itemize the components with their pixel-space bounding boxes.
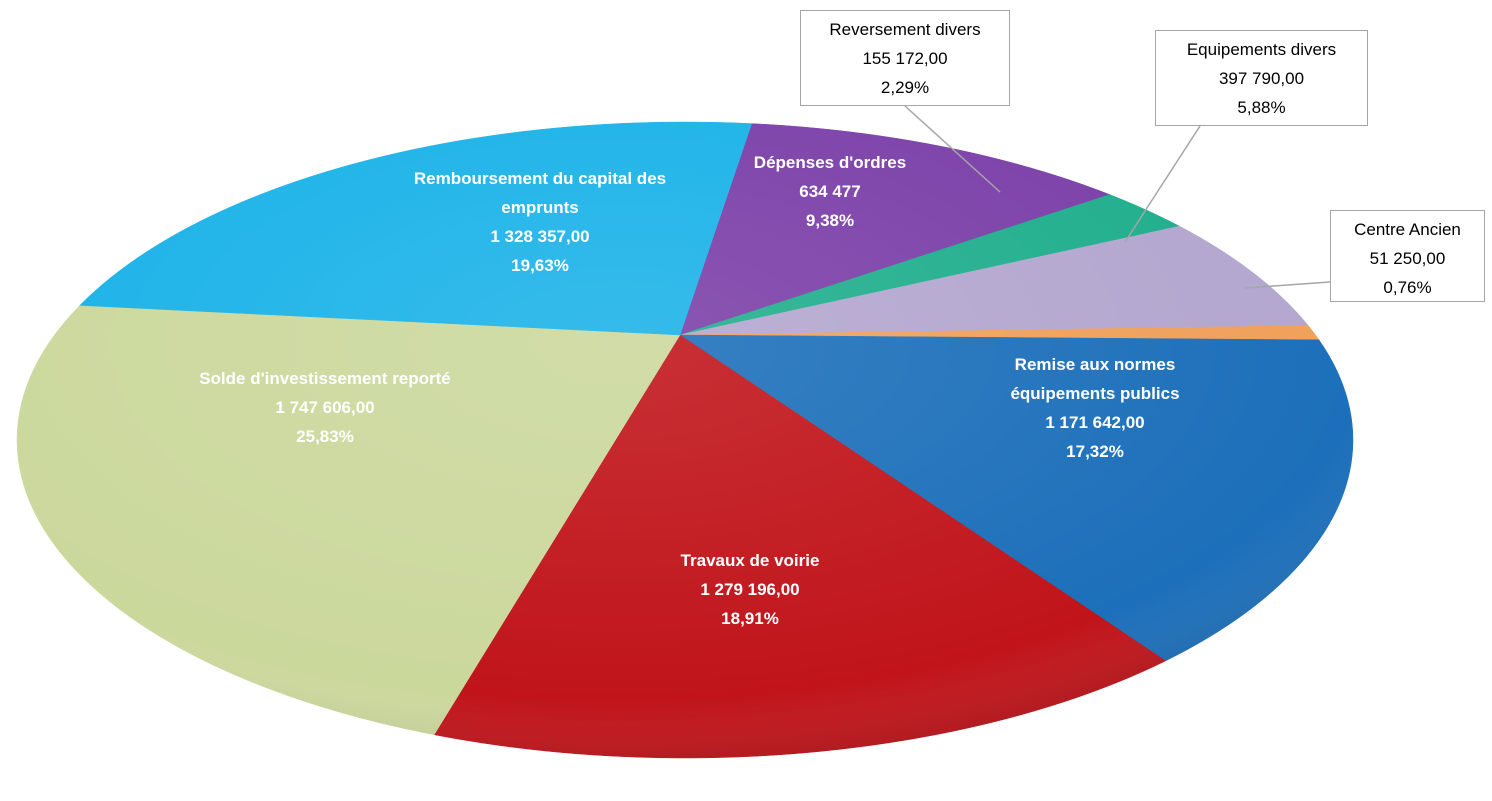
percent-label: 9,38% (805, 211, 855, 230)
data-label: Reversement divers 155 172,00 2,29% (800, 10, 1010, 106)
value-label: 1 171 642,00 (1045, 413, 1145, 432)
leader-line (1244, 281, 1331, 289)
data-label: Dépenses d'ordres 634 477 9,38% (730, 148, 930, 235)
category: Centre Ancien (1354, 220, 1461, 239)
value-label: 51 250,00 (1369, 249, 1446, 268)
data-label: Remboursement du capital des emprunts 1 3… (390, 164, 690, 280)
category: Remise aux normes équipements publics (1010, 355, 1180, 403)
percent-label: 19,63% (511, 256, 569, 275)
percent-label: 25,83% (296, 427, 354, 446)
percent-label: 5,88% (1237, 98, 1286, 117)
percent-label: 2,29% (880, 78, 930, 97)
value-label: 1 279 196,00 (700, 580, 800, 599)
data-label: Equipements divers 397 790,00 5,88% (1155, 30, 1368, 126)
percent-label: 17,32% (1066, 442, 1124, 461)
value-label: 1 747 606,00 (275, 398, 375, 417)
category: Solde d'investissement reporté (199, 369, 451, 388)
data-label: Solde d'investissement reporté 1 747 606,… (125, 364, 525, 451)
data-label: Centre Ancien 51 250,00 0,76% (1330, 210, 1485, 302)
category: Equipements divers (1186, 40, 1337, 59)
category: Reversement divers (829, 20, 981, 39)
leader-line (904, 105, 1001, 193)
data-label: Travaux de voirie 1 279 196,00 18,91% (600, 546, 900, 633)
value-label: 155 172,00 (862, 49, 948, 68)
category: Remboursement du capital des emprunts (413, 169, 667, 217)
percent-label: 0,76% (1383, 278, 1432, 297)
category: Travaux de voirie (680, 551, 820, 570)
percent-label: 18,91% (721, 609, 779, 628)
value-label: 634 477 (799, 182, 861, 201)
value-label: 1 328 357,00 (490, 227, 590, 246)
data-label: Remise aux normes équipements publics 1 1… (965, 350, 1225, 466)
category: Dépenses d'ordres (753, 153, 907, 172)
value-label: 397 790,00 (1218, 69, 1305, 88)
leader-line (1124, 125, 1201, 243)
